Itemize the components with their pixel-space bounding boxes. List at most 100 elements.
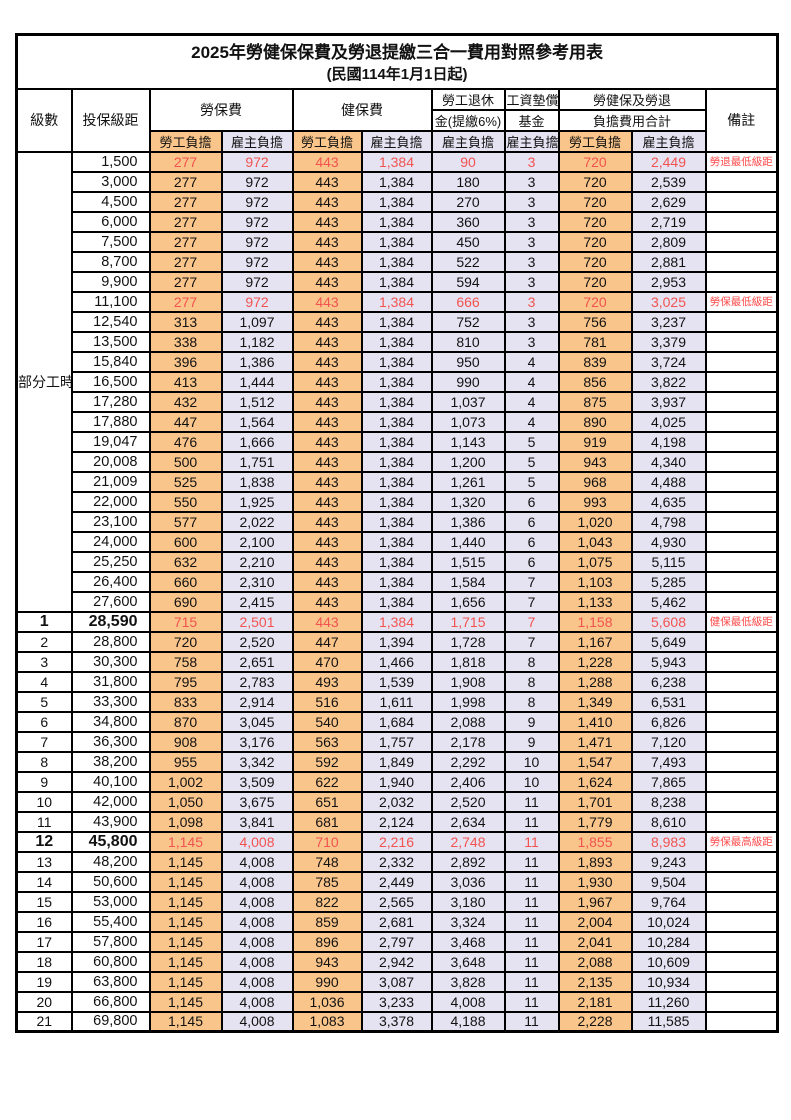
value-cell: 622	[291, 770, 363, 793]
subheader-total-employee: 勞工負擔	[557, 129, 633, 153]
table-row: 15 53,000 1,145 4,008 822 2,565 3,180 11 1,967 9,…	[15, 890, 779, 913]
value-cell: 11	[503, 970, 560, 993]
value-cell: 2,651	[220, 650, 294, 673]
value-cell: 522	[430, 250, 506, 273]
value-cell: 1,103	[557, 570, 633, 593]
value-cell: 443	[291, 390, 363, 413]
col-header-arrear-line1: 工資墊償	[503, 87, 560, 111]
value-cell: 1,512	[220, 390, 294, 413]
value-cell: 600	[148, 530, 223, 553]
subheader-health-employee: 勞工負擔	[291, 129, 363, 153]
remark-cell: 勞保最高級距	[704, 830, 779, 853]
value-cell: 1,584	[430, 570, 506, 593]
value-cell: 11	[503, 850, 560, 873]
level-cell: 21	[15, 1010, 73, 1033]
salary-cell: 34,800	[70, 710, 151, 733]
table-row: 11 43,900 1,098 3,841 681 2,124 2,634 11 1,779 8,…	[15, 810, 779, 833]
value-cell: 1,838	[220, 470, 294, 493]
table-row: 16 55,400 1,145 4,008 859 2,681 3,324 11 2,004 10…	[15, 910, 779, 933]
value-cell: 6	[503, 550, 560, 573]
level-cell: 11	[15, 810, 73, 833]
table-row: 16,500 413 1,444 443 1,384 990 4 856 3,822	[17, 370, 779, 393]
value-cell: 2,181	[557, 990, 633, 1013]
remark-cell	[704, 870, 779, 893]
salary-cell: 31,800	[70, 670, 151, 693]
value-cell: 710	[291, 830, 363, 853]
value-cell: 443	[291, 190, 363, 213]
value-cell: 4,798	[630, 510, 707, 533]
remark-cell	[704, 890, 779, 913]
value-cell: 443	[291, 510, 363, 533]
salary-cell: 3,000	[70, 170, 151, 193]
value-cell: 752	[430, 310, 506, 333]
value-cell: 1,349	[557, 690, 633, 713]
salary-cell: 33,300	[70, 690, 151, 713]
remark-cell	[704, 390, 779, 413]
value-cell: 2,088	[557, 950, 633, 973]
value-cell: 1,145	[148, 830, 223, 853]
value-cell: 2,634	[430, 810, 506, 833]
salary-cell: 24,000	[70, 530, 151, 553]
value-cell: 563	[291, 730, 363, 753]
remark-cell	[704, 590, 779, 613]
value-cell: 447	[291, 630, 363, 653]
value-cell: 690	[148, 590, 223, 613]
value-cell: 1,564	[220, 410, 294, 433]
value-cell: 1,701	[557, 790, 633, 813]
value-cell: 11	[503, 890, 560, 913]
value-cell: 1,908	[430, 670, 506, 693]
table-row: 3,000 277 972 443 1,384 180 3 720 2,539	[17, 170, 779, 193]
level-cell: 6	[15, 710, 73, 733]
col-header-pension-line1: 勞工退休	[430, 87, 506, 111]
value-cell: 4,008	[220, 910, 294, 933]
value-cell: 756	[557, 310, 633, 333]
value-cell: 3,176	[220, 730, 294, 753]
level-cell: 9	[15, 770, 73, 793]
value-cell: 1,145	[148, 890, 223, 913]
remark-cell	[704, 950, 779, 973]
value-cell: 4,008	[220, 930, 294, 953]
table-row: 23,100 577 2,022 443 1,384 1,386 6 1,020 4,798	[17, 510, 779, 533]
value-cell: 1,098	[148, 810, 223, 833]
remark-cell	[704, 750, 779, 773]
value-cell: 4,340	[630, 450, 707, 473]
value-cell: 443	[291, 330, 363, 353]
value-cell: 1,466	[360, 650, 433, 673]
table-row: 4 31,800 795 2,783 493 1,539 1,908 8 1,288 6,238	[15, 670, 779, 693]
value-cell: 5	[503, 430, 560, 453]
col-header-salary: 投保級距	[70, 87, 151, 153]
value-cell: 4,008	[220, 1010, 294, 1033]
value-cell: 1,611	[360, 690, 433, 713]
level-cell: 14	[15, 870, 73, 893]
value-cell: 1,444	[220, 370, 294, 393]
value-cell: 2,501	[220, 610, 294, 633]
remark-cell	[704, 790, 779, 813]
value-cell: 875	[557, 390, 633, 413]
value-cell: 943	[557, 450, 633, 473]
subheader-arrear-employer: 雇主負擔	[503, 129, 560, 153]
col-header-labor-fee: 勞保費	[148, 87, 294, 132]
value-cell: 5,608	[630, 610, 707, 633]
value-cell: 1,410	[557, 710, 633, 733]
value-cell: 3,087	[360, 970, 433, 993]
value-cell: 990	[430, 370, 506, 393]
col-header-health-fee: 健保費	[291, 87, 433, 132]
value-cell: 1,384	[360, 550, 433, 573]
value-cell: 2,332	[360, 850, 433, 873]
remark-cell	[704, 630, 779, 653]
table-row: 21,009 525 1,838 443 1,384 1,261 5 968 4,488	[17, 470, 779, 493]
remark-cell	[704, 810, 779, 833]
salary-cell: 1,500	[70, 150, 151, 173]
col-header-remark: 備註	[704, 87, 779, 153]
value-cell: 443	[291, 550, 363, 573]
value-cell: 11	[503, 790, 560, 813]
value-cell: 2,681	[360, 910, 433, 933]
salary-cell: 38,200	[70, 750, 151, 773]
table-row: 25,250 632 2,210 443 1,384 1,515 6 1,075 5,115	[17, 550, 779, 573]
value-cell: 1,384	[360, 430, 433, 453]
salary-cell: 50,600	[70, 870, 151, 893]
value-cell: 3,180	[430, 890, 506, 913]
value-cell: 3	[503, 190, 560, 213]
value-cell: 338	[148, 330, 223, 353]
salary-cell: 20,008	[70, 450, 151, 473]
